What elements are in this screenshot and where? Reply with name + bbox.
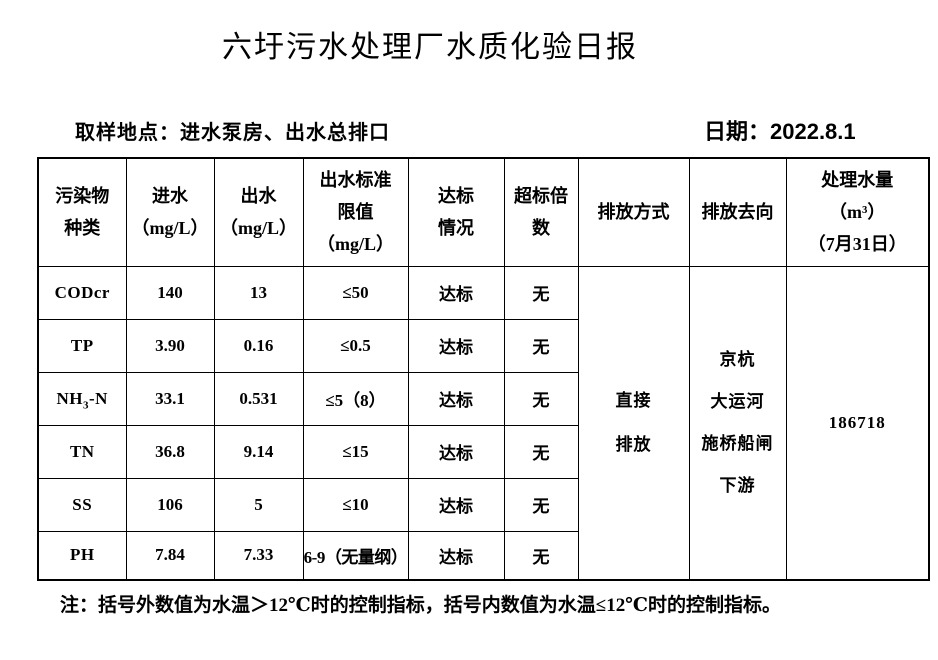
exceedance-value: 无: [503, 424, 579, 479]
limit-value: ≤15: [302, 424, 409, 479]
table-row-tn: TN 36.8 9.14 ≤15 达标无: [37, 424, 929, 479]
exceedance-value: 无: [503, 318, 579, 373]
compliance-status: 达标: [407, 265, 505, 320]
col-header-discharge-method: 排放方式: [577, 157, 690, 267]
table-row-ph: PH 7.84 7.33 6-9（无量纲） 达标无: [37, 530, 929, 581]
inflow-value: 106: [125, 477, 215, 532]
limit-value: ≤5（8）: [302, 371, 409, 426]
compliance-status: 达标: [407, 318, 505, 373]
col-header-discharge-destination: 排放去向: [688, 157, 787, 267]
col-header-exceedance: 超标倍数: [503, 157, 579, 267]
exceedance-value: 无: [503, 265, 579, 320]
limit-value: 6-9（无量纲）: [302, 530, 409, 581]
table-row-tp: TP 3.90 0.16 ≤0.5 达标无: [37, 318, 929, 373]
outflow-value: 0.16: [213, 318, 304, 373]
table-row-codcr: CODcr 140 13 ≤50 达标无直接 排放 京杭 大运河 施桥船闸 下游 186718: [37, 265, 930, 581]
report-date-label: 日期：2022.8.1: [704, 119, 856, 144]
inflow-value: 36.8: [125, 424, 215, 479]
exceedance-value: 无: [503, 371, 579, 426]
limit-value: ≤50: [302, 265, 409, 320]
pollutant-name: NH3-N: [37, 371, 127, 426]
col-header-pollutant: 污染物 种类: [37, 157, 127, 267]
outflow-value: 9.14: [213, 424, 304, 479]
compliance-status: 达标: [407, 530, 505, 581]
pollutant-name: CODcr: [37, 265, 127, 320]
compliance-status: 达标: [407, 371, 505, 426]
outflow-value: 5: [213, 477, 304, 532]
limit-value: ≤0.5: [302, 318, 409, 373]
table-row-nh3-n: NH3-N 33.1 0.531 ≤5（8） 达标无: [37, 371, 929, 426]
inflow-value: 3.90: [125, 318, 215, 373]
col-header-treated-volume: 处理水量 （m³） （7月31日）: [785, 157, 930, 267]
col-header-outflow: 出水 （mg/L）: [213, 157, 304, 267]
inflow-value: 33.1: [125, 371, 215, 426]
discharge-method-value: 直接 排放: [577, 265, 690, 581]
exceedance-value: 无: [503, 530, 579, 581]
water-quality-table: 污染物 种类 进水 （mg/L） 出水 （mg/L） 出水标准 限值 （mg/L） 达标 情况 超标倍…: [37, 157, 930, 581]
compliance-status: 达标: [407, 424, 505, 479]
exceedance-value: 无: [503, 477, 579, 532]
treated-volume-value: 186718: [785, 265, 930, 581]
table-row-ss: SS 106 5 ≤10 达标无: [37, 477, 929, 532]
col-header-limit: 出水标准 限值 （mg/L）: [302, 157, 409, 267]
inflow-value: 7.84: [125, 530, 215, 581]
limit-value: ≤10: [302, 477, 409, 532]
page-title: 六圩污水处理厂水质化验日报: [222, 31, 638, 64]
outflow-value: 0.531: [213, 371, 304, 426]
outflow-value: 7.33: [213, 530, 304, 581]
inflow-value: 140: [125, 265, 215, 320]
col-header-compliance: 达标 情况: [407, 157, 505, 267]
pollutant-name: SS: [37, 477, 127, 532]
col-header-inflow: 进水 （mg/L）: [125, 157, 215, 267]
pollutant-name: PH: [37, 530, 127, 581]
compliance-status: 达标: [407, 477, 505, 532]
pollutant-name: TN: [37, 424, 127, 479]
outflow-value: 13: [213, 265, 304, 320]
pollutant-name: TP: [37, 318, 127, 373]
discharge-destination-value: 京杭 大运河 施桥船闸 下游: [688, 265, 787, 581]
sampling-location-label: 取样地点：进水泵房、出水总排口: [75, 122, 390, 144]
footnote: 注：括号外数值为水温＞12℃时的控制指标，括号内数值为水温≤12℃时的控制指标。: [60, 595, 781, 616]
table-header-row: 污染物 种类 进水 （mg/L） 出水 （mg/L） 出水标准 限值 （mg/L） 达标 情况 超标倍…: [37, 157, 930, 267]
